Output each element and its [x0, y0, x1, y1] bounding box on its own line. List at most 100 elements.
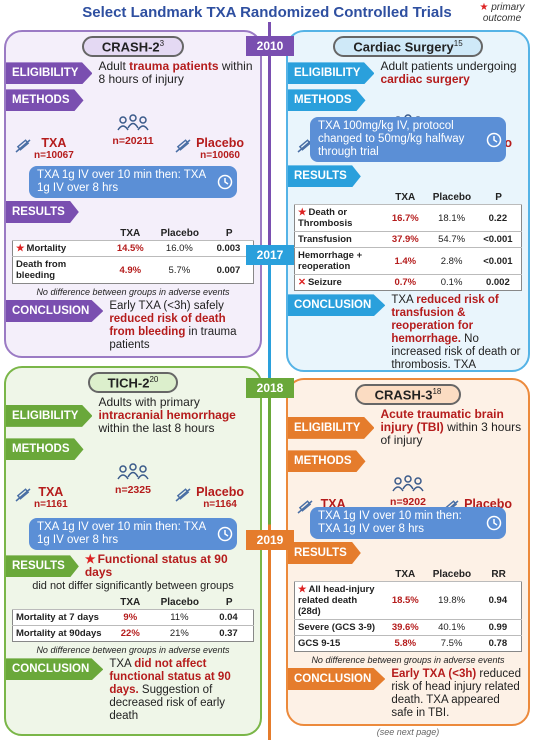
row-marker: ★: [16, 243, 25, 254]
row-label: Hemorrhage + reoperation: [294, 247, 383, 275]
results-subheading: did not differ significantly between gro…: [32, 580, 234, 593]
row-cell: 18.1%: [428, 204, 475, 232]
methods-diagram: n=20211 TXA n=10067 Placebo n=10060: [12, 114, 254, 163]
row-cell: 18.5%: [382, 581, 429, 620]
row-label: Mortality at 7 days: [12, 609, 106, 626]
trial-title: CRASH-3: [374, 387, 433, 403]
year-marker: 2019: [246, 530, 294, 550]
protocol-box: TXA 1g IV over 10 min then: TXA 1g IV ov…: [28, 518, 238, 551]
header-cell: TXA: [395, 569, 416, 580]
trial-title: Cardiac Surgery: [353, 39, 454, 55]
clock-icon: [217, 527, 233, 542]
trial-panel: Cardiac Surgery15 ELIGIBILITY Adult patien…: [286, 30, 530, 372]
section-tag: METHODS: [6, 438, 84, 461]
header-cell: RR: [491, 569, 506, 580]
header-cell: TXA: [395, 192, 416, 204]
table-header: TXA Placebo P: [294, 190, 522, 205]
syringe-icon: [175, 139, 191, 153]
conclusion-row: CONCLUSION Early TXA (<3h) safely reduced…: [6, 300, 254, 352]
header-cell: [12, 595, 106, 610]
protocol-text: TXA 1g IV over 10 min then: TXA 1g IV ov…: [36, 169, 206, 194]
text-highlight: cardiac surgery: [380, 72, 470, 87]
arm-n: n=1161: [34, 499, 68, 511]
text-after: within 8 hours of injury: [98, 59, 253, 87]
trial-panel: CRASH-318 ELIGIBILITY Acute traumatic brai…: [286, 378, 530, 726]
methods-diagram: n=9202TXAn=4613Placebon=4514: [294, 475, 522, 522]
total-group: n=20211: [12, 114, 254, 147]
results-row: RESULTS: [288, 165, 522, 188]
row-cell: 4.9%: [105, 256, 155, 284]
results-body: ★ Death or Thrombosis 16.7% 18.1% 0.22 Transf…: [294, 204, 522, 292]
row-label: Mortality at 90days: [12, 625, 106, 642]
text-before: Adults with primary: [98, 395, 200, 410]
row-cell: 0.94: [474, 581, 522, 620]
text-before: Adult patients undergoing: [380, 59, 517, 74]
row-label: GCS 9-15: [294, 635, 383, 652]
row-label-text: Death from bleeding: [16, 259, 67, 281]
syringe-icon: [297, 500, 313, 514]
row-cell: 5.8%: [382, 635, 429, 652]
row-label-text: Mortality at 7 days: [16, 612, 99, 624]
section-tag: RESULTS: [288, 165, 361, 188]
header-cell: Placebo: [160, 228, 199, 239]
results-heading: ★ Functional status at 90 days: [85, 553, 254, 579]
row-cell: 54.7%: [428, 231, 475, 248]
row-cell: <0.001: [474, 231, 522, 248]
text-highlight: trauma patients: [129, 59, 219, 74]
eligibility-row: ELIGIBILITY Adults with primary intracran…: [6, 396, 254, 435]
section-tag: METHODS: [288, 89, 366, 112]
text-highlight: reduced risk of death from bleeding: [109, 313, 226, 338]
section-tag: RESULTS: [288, 542, 361, 564]
trial-title: CRASH-2: [101, 39, 160, 55]
row-cell: 0.37: [203, 625, 254, 642]
table-row: Severe (GCS 3-9) 39.6% 40.1% 0.99: [294, 619, 522, 636]
row-cell: 9%: [105, 609, 155, 626]
arm-name: Placebo: [196, 136, 244, 151]
eligibility-text: Adults with primary intracranial hemorrh…: [98, 396, 254, 435]
row-label-text: Death or Thrombosis: [298, 207, 353, 230]
text-highlight: intracranial hemorrhage: [98, 408, 236, 423]
table-row: GCS 9-15 5.8% 7.5% 0.78: [294, 635, 522, 652]
protocol-box: TXA 1g IV over 10 min then: TXA 1g IV ov…: [28, 166, 238, 198]
header-cell: P: [225, 228, 233, 239]
row-cell: 0.99: [474, 619, 522, 636]
arm-placebo: Placebo n=1164: [196, 485, 244, 510]
header-cell: TXA: [120, 228, 141, 239]
row-cell: 22%: [105, 625, 155, 642]
people-icon: [117, 114, 149, 131]
table-row: Mortality at 90days 22% 21% 0.37: [12, 625, 254, 642]
text-highlight: Acute traumatic brain injury (TBI): [380, 407, 504, 435]
conclusion-text: Early TXA (<3h) reduced risk of head inj…: [391, 668, 522, 720]
reference: 15: [453, 39, 463, 48]
total-n: n=9202: [390, 496, 426, 509]
arm-name: Placebo: [196, 485, 244, 500]
methods-diagram: n=2325 TXA n=1161 Placebo n=1164: [12, 463, 254, 515]
note: No difference between groups in adverse …: [36, 645, 230, 656]
people-icon: [392, 475, 424, 492]
trial-title: TICH-2: [107, 375, 150, 391]
row-label: ✕ Seizure: [294, 274, 383, 291]
reference: 18: [432, 387, 442, 396]
row-cell: <0.001: [474, 247, 522, 275]
results-row: RESULTS: [6, 201, 254, 223]
row-marker: ✕: [298, 277, 306, 289]
section-tag: RESULTS: [6, 555, 79, 578]
row-label-text: Seizure: [307, 277, 342, 289]
total-n: n=20211: [112, 135, 154, 148]
text-after: within 3 hours of injury: [380, 420, 522, 448]
conclusion-text: TXA did not affect functional status at …: [109, 658, 254, 723]
row-cell: 21%: [154, 625, 204, 642]
row-label-text: All head-injury related death (28d): [298, 584, 375, 617]
row-cell: 0.003: [203, 240, 254, 257]
total-group: n=2325: [12, 463, 254, 496]
row-cell: 0.007: [203, 256, 254, 284]
header-cell: [294, 567, 382, 582]
row-cell: 16.0%: [154, 240, 204, 257]
protocol-box: TXA 1g IV over 10 min then: TXA 1g IV ov…: [309, 507, 507, 539]
row-cell: 14.5%: [105, 240, 155, 257]
text-highlight: reduced risk of transfusion & reoperatio…: [391, 294, 499, 346]
syringe-icon: [15, 139, 31, 153]
row-cell: 39.6%: [382, 619, 429, 636]
row-cell: 16.7%: [382, 204, 429, 232]
trial-panel: CRASH-23 ELIGIBILITY Adult trauma patients…: [4, 30, 262, 358]
